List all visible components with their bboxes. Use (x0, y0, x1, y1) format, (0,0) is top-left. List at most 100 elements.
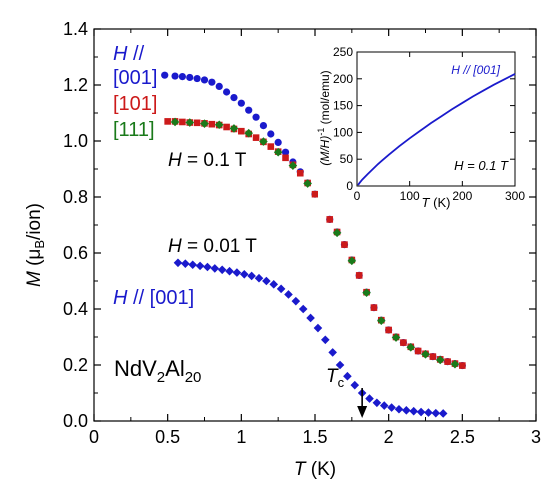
data-point (421, 350, 430, 359)
data-point (284, 290, 293, 299)
data-point (313, 323, 323, 333)
data-point (259, 122, 268, 130)
data-point (288, 161, 298, 170)
inset-y-tick-label: 150 (333, 99, 353, 113)
data-point (186, 73, 194, 82)
direction-label-low: H // [001] (113, 287, 194, 309)
data-point (459, 362, 466, 369)
data-point (171, 72, 179, 80)
data-point (394, 404, 404, 414)
data-point (444, 358, 451, 365)
data-point (245, 106, 253, 114)
data-point (429, 353, 437, 360)
x-tick-label: 2 (384, 427, 394, 447)
field-label-low: H = 0.01 T (168, 236, 257, 257)
data-point (406, 343, 416, 352)
inset-y-tick-label: 200 (333, 72, 353, 86)
x-tick-label: 1.5 (302, 427, 327, 447)
data-point (365, 394, 374, 403)
data-point (335, 360, 345, 370)
tc-arrow-head (357, 406, 368, 418)
data-point (372, 398, 382, 408)
data-point (225, 266, 234, 276)
data-point (208, 78, 216, 86)
data-point (238, 127, 245, 135)
data-point (379, 401, 389, 410)
data-point (391, 333, 401, 342)
data-point (387, 403, 396, 412)
data-point (200, 76, 209, 84)
data-point (296, 169, 304, 177)
main-plot: 0 0.5 1 1.5 2 2.5 3 0.0 0.2 0.4 0.6 0.8 1.0 1.2 1.4 T … (24, 19, 541, 480)
y-tick-label: 0.4 (63, 299, 88, 319)
data-point (252, 134, 260, 141)
data-point (164, 118, 171, 125)
inset-y-label: (M/H)-1 (mol/emu) (316, 70, 332, 165)
data-point (306, 313, 315, 323)
data-point (355, 272, 363, 279)
inset-y-tick-label: 0 (346, 179, 353, 193)
data-point (402, 406, 411, 415)
data-point (343, 371, 352, 381)
data-point (185, 118, 195, 127)
data-point (281, 148, 290, 156)
data-point (170, 117, 180, 127)
inset-y-tick-label: 100 (333, 125, 353, 139)
data-point (215, 82, 223, 90)
data-point (450, 359, 460, 369)
inset-plot: 0 100 200 300 0 50 100 150 200 250 T (K) (M/H)-1 … (316, 40, 528, 215)
data-point (223, 88, 231, 96)
compound-label: NdV2Al20 (114, 356, 201, 386)
inset-x-tick-label: 0 (354, 189, 361, 203)
inset-x-tick-label: 300 (505, 189, 525, 203)
inset-series-line (357, 73, 516, 186)
x-tick-label: 0.5 (155, 427, 180, 447)
data-point (237, 99, 245, 107)
data-point (193, 119, 201, 127)
data-point (377, 316, 386, 326)
data-point (291, 296, 301, 306)
legend-entry-001: [001] (113, 67, 157, 89)
data-point (362, 288, 371, 298)
data-point (328, 348, 337, 357)
main-series (161, 71, 466, 418)
data-point (347, 256, 357, 266)
data-point (239, 269, 249, 279)
data-point (350, 380, 360, 390)
data-point (262, 276, 271, 286)
y-tick-label: 1.4 (63, 19, 88, 39)
data-point (267, 130, 275, 138)
data-point (252, 113, 260, 121)
x-tick-label: 1 (236, 427, 246, 447)
data-point (370, 304, 378, 311)
inset-x-tick-label: 200 (452, 189, 472, 203)
inset-field-label: H = 0.1 T (454, 158, 509, 173)
data-point (193, 74, 201, 83)
inset-x-label: T (K) (422, 195, 451, 210)
series-3 (173, 258, 448, 418)
data-point (173, 258, 183, 268)
inset-frame (356, 51, 516, 187)
legend-entry-101: [101] (113, 93, 157, 115)
data-point (223, 123, 230, 131)
data-point (424, 408, 433, 417)
x-axis-label: T (K) (294, 459, 336, 480)
data-point (247, 271, 256, 281)
data-point (259, 137, 268, 146)
data-point (435, 355, 445, 365)
inset-ticks: 0 100 200 300 0 50 100 150 200 250 (333, 45, 525, 203)
data-point (210, 264, 220, 273)
legend: H // [001] [101] [111] (113, 43, 157, 141)
data-point (341, 241, 348, 248)
data-point (229, 124, 239, 133)
data-point (409, 406, 419, 416)
data-point (311, 190, 319, 198)
data-point (385, 326, 392, 334)
data-point (208, 120, 216, 128)
data-point (269, 280, 279, 289)
data-point (217, 265, 227, 275)
data-point (232, 268, 242, 277)
legend-title: H // (113, 43, 145, 65)
data-point (400, 339, 407, 346)
data-point (321, 335, 330, 345)
